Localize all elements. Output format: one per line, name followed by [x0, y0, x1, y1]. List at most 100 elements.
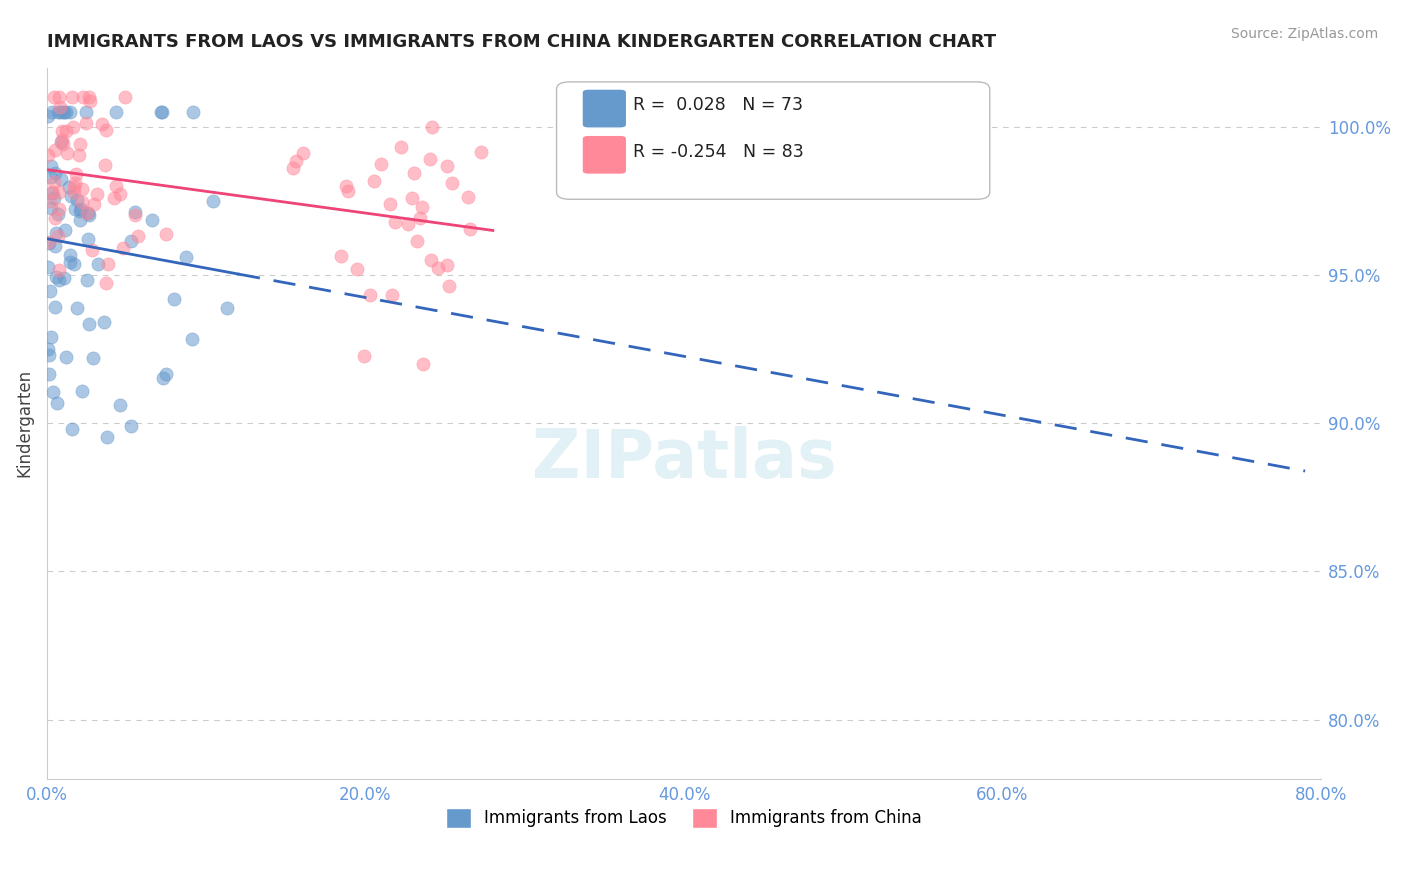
Point — [70, 195, 93, 210]
Point — [378, 196, 401, 211]
Point — [41, 186, 63, 200]
Point — [37, 109, 59, 123]
Point — [52, 105, 75, 120]
FancyBboxPatch shape — [557, 82, 990, 199]
Point — [48, 263, 70, 277]
Point — [42, 90, 65, 104]
Point — [152, 370, 174, 384]
Point — [37, 235, 59, 249]
Point — [460, 222, 482, 236]
Point — [75, 105, 97, 120]
Point — [76, 206, 98, 220]
Point — [412, 357, 434, 371]
Point — [82, 351, 104, 365]
Point — [63, 186, 86, 200]
Point — [426, 260, 449, 275]
Point — [335, 179, 357, 194]
Point — [83, 196, 105, 211]
Point — [46, 229, 69, 244]
Point — [51, 136, 73, 150]
Point — [59, 189, 82, 203]
Point — [48, 202, 70, 216]
Point — [42, 175, 65, 189]
Point — [63, 202, 86, 216]
Point — [363, 174, 385, 188]
Point — [48, 185, 70, 199]
Point — [181, 105, 204, 120]
Text: Source: ZipAtlas.com: Source: ZipAtlas.com — [1230, 27, 1378, 41]
Point — [69, 213, 91, 227]
Point — [48, 273, 70, 287]
Point — [108, 398, 131, 412]
Point — [49, 105, 72, 120]
Point — [59, 248, 82, 262]
Point — [62, 120, 84, 134]
Point — [65, 176, 87, 190]
Point — [441, 176, 464, 190]
Point — [419, 153, 441, 167]
Point — [53, 270, 76, 285]
Point — [436, 258, 458, 272]
Point — [283, 161, 305, 175]
Point — [155, 367, 177, 381]
Point — [58, 254, 80, 268]
Point — [384, 215, 406, 229]
Point — [41, 186, 63, 201]
Point — [70, 182, 93, 196]
Point — [38, 367, 60, 381]
Point — [48, 90, 70, 104]
Point — [62, 257, 84, 271]
Point — [120, 418, 142, 433]
Point — [42, 191, 65, 205]
Point — [46, 105, 69, 120]
Point — [163, 293, 186, 307]
Point — [38, 284, 60, 298]
Point — [49, 172, 72, 186]
Point — [69, 203, 91, 218]
Point — [37, 342, 59, 356]
FancyBboxPatch shape — [582, 136, 627, 174]
Point — [51, 123, 73, 137]
Point — [65, 167, 87, 181]
Point — [75, 116, 97, 130]
Point — [55, 124, 77, 138]
Point — [44, 238, 66, 252]
Point — [41, 105, 63, 120]
Point — [55, 350, 77, 364]
Point — [114, 90, 136, 104]
Point — [79, 94, 101, 108]
Point — [155, 227, 177, 241]
Point — [292, 145, 315, 160]
Point — [58, 179, 80, 194]
Point — [51, 133, 73, 147]
Point — [93, 315, 115, 329]
Point — [127, 228, 149, 243]
Point — [94, 158, 117, 172]
Point — [67, 147, 90, 161]
Point — [91, 116, 114, 130]
Point — [69, 136, 91, 151]
Point — [82, 243, 104, 257]
FancyBboxPatch shape — [582, 89, 627, 128]
Point — [94, 122, 117, 136]
Point — [38, 235, 60, 250]
Point — [48, 100, 70, 114]
Point — [141, 212, 163, 227]
Point — [45, 270, 67, 285]
Point — [404, 166, 426, 180]
Text: R =  0.028   N = 73: R = 0.028 N = 73 — [633, 95, 803, 113]
Point — [53, 223, 76, 237]
Point — [124, 205, 146, 219]
Legend: Immigrants from Laos, Immigrants from China: Immigrants from Laos, Immigrants from Ch… — [439, 801, 929, 835]
Point — [66, 301, 89, 315]
Point — [405, 234, 427, 248]
Point — [44, 211, 66, 225]
Point — [97, 256, 120, 270]
Point — [411, 200, 433, 214]
Point — [76, 206, 98, 220]
Point — [422, 120, 444, 134]
Point — [56, 145, 79, 160]
Point — [44, 166, 66, 180]
Point — [420, 252, 443, 267]
Point — [105, 178, 128, 193]
